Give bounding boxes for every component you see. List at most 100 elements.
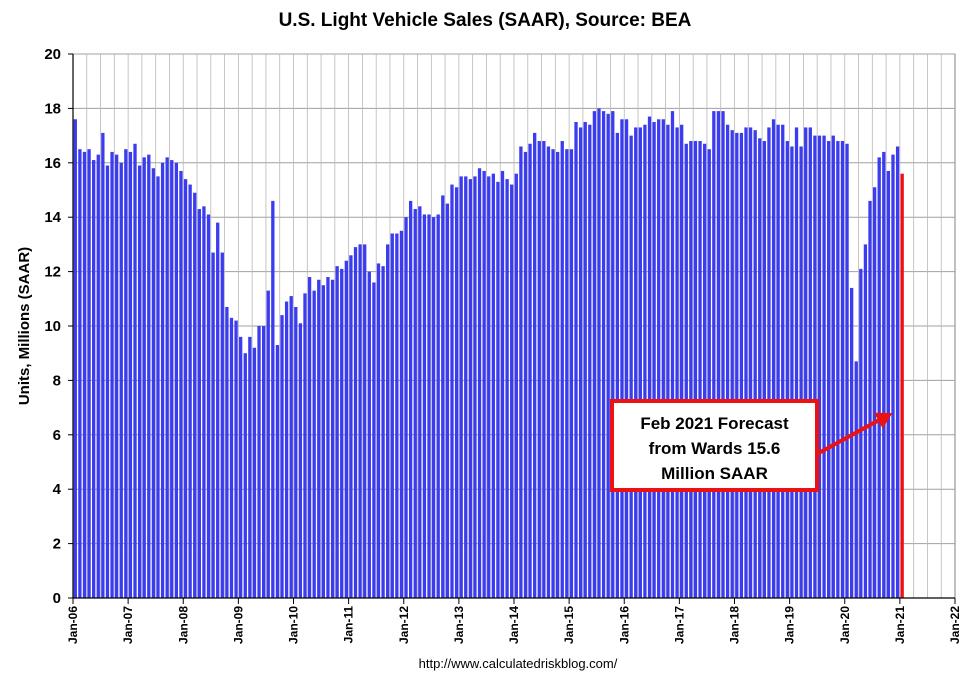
x-tick-label: Jan-15	[562, 606, 576, 644]
bar	[624, 119, 629, 598]
bar	[762, 141, 767, 599]
bar	[326, 277, 330, 598]
annotation-arrow	[816, 414, 888, 456]
bar	[358, 244, 362, 598]
bar	[78, 149, 82, 598]
bar	[431, 217, 436, 598]
annotation-text: Million SAAR	[661, 464, 768, 483]
x-tick-label: Jan-08	[176, 606, 190, 644]
bar	[408, 200, 413, 598]
bar	[82, 151, 87, 599]
bar	[496, 181, 500, 598]
bar	[206, 214, 211, 599]
bar	[707, 149, 711, 598]
bar	[831, 135, 835, 598]
bar	[560, 141, 564, 599]
bar	[781, 124, 785, 598]
bar	[588, 124, 592, 598]
bar	[307, 277, 312, 598]
bar	[859, 268, 863, 598]
annotation-box	[610, 399, 819, 492]
bar	[216, 222, 220, 598]
arrow-head	[874, 412, 893, 429]
bar	[110, 151, 114, 599]
bar	[381, 266, 385, 598]
bar	[620, 119, 624, 598]
x-tick-label: Jan-14	[507, 606, 521, 644]
bar	[96, 154, 100, 598]
bar	[808, 127, 812, 598]
bar	[615, 132, 620, 598]
bar	[551, 149, 555, 598]
bar	[790, 146, 794, 599]
bar	[211, 252, 215, 598]
bar	[183, 179, 188, 598]
bar	[895, 146, 900, 599]
bar	[330, 279, 335, 598]
x-tick-label: Jan-12	[397, 606, 411, 644]
bar	[317, 279, 321, 598]
bar	[592, 111, 597, 599]
bar	[170, 160, 174, 598]
bar	[174, 162, 179, 599]
bar	[372, 282, 376, 598]
bar	[165, 157, 169, 599]
bar	[882, 151, 886, 599]
bar	[114, 154, 119, 598]
bar	[670, 111, 675, 599]
bar	[436, 214, 440, 599]
x-tick-label: Jan-09	[231, 606, 245, 644]
bar	[767, 127, 771, 598]
bar	[404, 217, 408, 598]
bar	[363, 244, 367, 598]
bar	[643, 124, 647, 598]
bar	[546, 146, 551, 599]
bar	[647, 116, 652, 598]
x-tick-label: Jan-19	[783, 606, 797, 644]
bar	[284, 301, 289, 598]
bar	[119, 162, 123, 599]
bar	[459, 176, 463, 598]
bar	[289, 296, 293, 598]
bar	[840, 141, 845, 599]
annotation-text: Feb 2021 Forecast	[640, 414, 789, 433]
bar	[477, 168, 482, 599]
annotation-text: from Wards 15.6	[649, 439, 781, 458]
bar	[160, 162, 165, 599]
bar	[468, 179, 473, 598]
bar	[537, 141, 541, 599]
source-url: http://www.calculatedriskblog.com/	[419, 656, 618, 671]
forecast-bar	[900, 173, 904, 598]
bar	[321, 285, 326, 598]
y-tick-label: 16	[44, 155, 61, 172]
bar	[510, 184, 514, 598]
bar	[229, 317, 234, 598]
bar	[234, 320, 238, 598]
bar	[721, 111, 725, 599]
bar	[225, 306, 229, 598]
bar	[248, 336, 252, 598]
bar	[675, 127, 679, 598]
bar	[611, 111, 615, 599]
bar	[464, 176, 468, 598]
annotation: Feb 2021 Forecast from Wards 15.6 Million …	[610, 399, 893, 492]
x-tick-label: Jan-17	[672, 606, 686, 644]
bar	[445, 203, 450, 598]
bar	[427, 214, 431, 599]
bar	[344, 260, 348, 598]
bar	[197, 209, 201, 599]
bar	[794, 127, 799, 598]
bar	[716, 111, 721, 599]
bar	[193, 192, 197, 598]
bar	[271, 200, 275, 598]
bar	[891, 154, 895, 598]
bar	[340, 268, 344, 598]
bar	[822, 135, 826, 598]
bar	[142, 157, 146, 599]
bar	[712, 111, 716, 599]
bar	[684, 143, 688, 598]
bar	[179, 170, 183, 598]
bar	[680, 124, 684, 598]
bar	[188, 184, 192, 598]
